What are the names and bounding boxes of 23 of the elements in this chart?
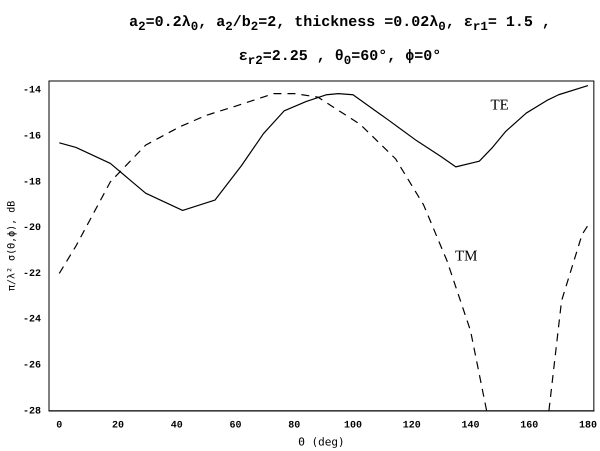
chart-title: a$_{2}$=0.2λ$_{0}$, a$_{2}$/b$_{2}$=2, thickness =0.02λ$_{0}$, ε$_{r1}$= 1.5 , ε$_{r2}$=2.25 , θ$_{0}$=60°, ϕ=0° [129,14,551,68]
x-tick-label: 0 [56,420,62,432]
x-tick-label: 180 [578,420,597,432]
y-tick-label: -18 [22,177,42,188]
series-label: TE [490,97,509,114]
x-tick-label: 140 [461,420,480,432]
x-tick-label: 100 [344,420,362,432]
x-tick-label: 160 [520,420,538,432]
y-tick-label: -14 [22,86,42,97]
x-axis-title: Θ (deg) [298,435,345,448]
y-tick-label: -28 [22,406,42,418]
x-tick-label: 20 [112,420,124,432]
y-tick-label: -22 [22,268,42,280]
y-tick-label: -16 [22,131,42,142]
y-tick-label: -20 [22,223,42,234]
x-tick-label: 80 [288,420,300,432]
x-tick-label: 120 [402,420,421,432]
x-tick-label: 60 [230,420,242,432]
series-label: TM [454,248,478,265]
y-tick-label: -26 [22,360,42,372]
y-axis-title: π/λ² σ(Θ,ϕ), dB [6,200,18,292]
y-tick-label: -24 [22,314,42,326]
x-tick-label: 40 [170,420,183,432]
